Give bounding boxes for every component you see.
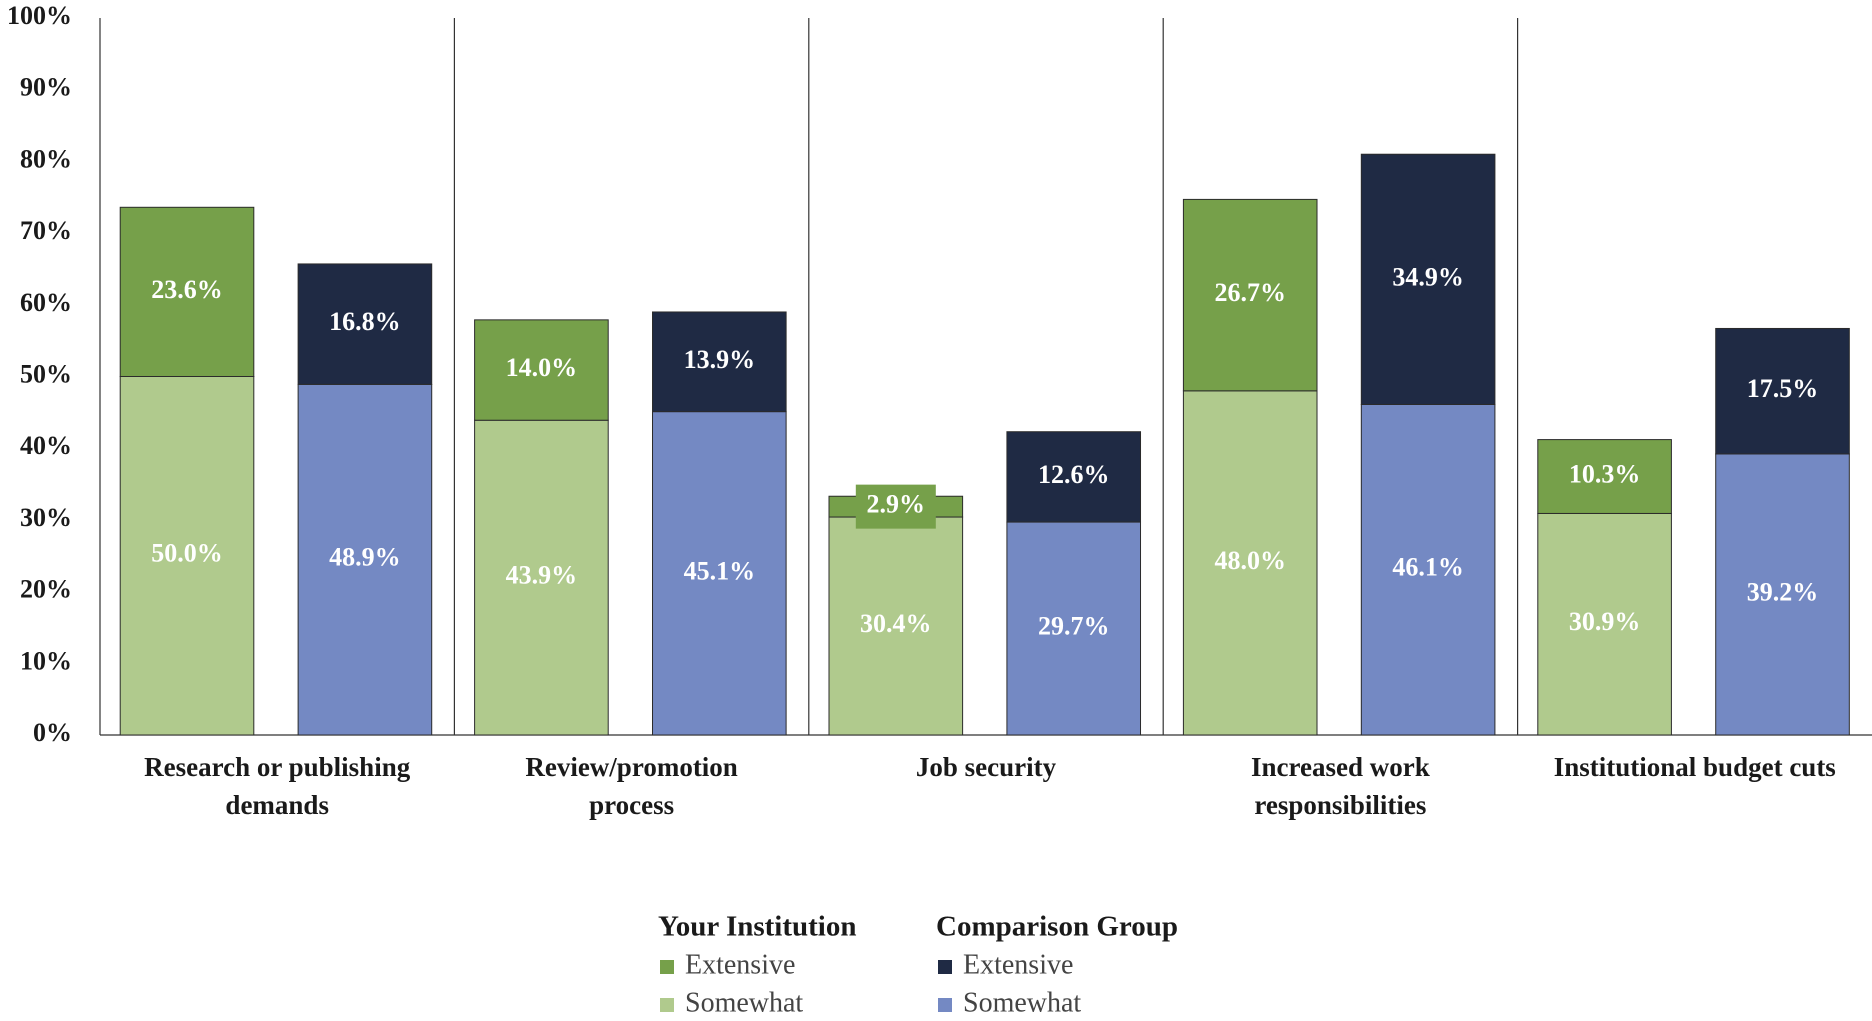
bar-segment — [119, 206, 255, 377]
y-tick-label: 50% — [20, 359, 72, 388]
y-tick-label: 30% — [20, 503, 72, 532]
bar-segment — [1537, 512, 1672, 736]
legend-header: Your Institution — [658, 911, 857, 943]
x-tick-label: Institutional budget cuts — [1554, 752, 1836, 782]
data-label: 46.1% — [1392, 553, 1464, 582]
legend-label: Extensive — [963, 949, 1073, 980]
label-background — [855, 484, 936, 529]
data-label: 43.9% — [506, 561, 578, 590]
legend-label: Extensive — [685, 949, 795, 980]
bar-segment — [1182, 390, 1318, 736]
data-label: 17.5% — [1747, 374, 1819, 403]
data-label: 12.6% — [1038, 460, 1110, 489]
legend-label: Somewhat — [963, 987, 1081, 1018]
bar-segment — [1006, 521, 1142, 736]
data-label: 39.2% — [1747, 577, 1819, 606]
x-tick-label: Increased work — [1251, 752, 1430, 782]
data-label: 29.7% — [1038, 611, 1110, 640]
bar-segment — [119, 376, 255, 736]
bar-segment — [1715, 453, 1850, 736]
bar-segment — [474, 419, 609, 736]
bar-segment — [297, 383, 433, 736]
data-label: 10.3% — [1569, 459, 1641, 488]
y-tick-label: 60% — [20, 288, 72, 317]
legend-swatch — [660, 960, 674, 974]
x-tick-label: demands — [225, 790, 329, 820]
bar-segment — [828, 516, 964, 736]
data-label: 23.6% — [151, 275, 223, 304]
y-tick-label: 80% — [20, 144, 72, 173]
data-label: 50.0% — [151, 539, 223, 568]
legend-swatch — [938, 960, 952, 974]
legend-label: Somewhat — [685, 987, 803, 1018]
legend-swatch — [938, 998, 952, 1012]
bar-segment — [652, 311, 787, 413]
bar-segment — [1715, 327, 1850, 455]
x-tick-label: Job security — [916, 752, 1057, 782]
data-label: 30.4% — [860, 609, 932, 638]
bar-segment — [652, 411, 787, 736]
bar-segment — [1537, 439, 1672, 514]
bar-segment — [474, 319, 609, 421]
data-label: 2.9% — [867, 490, 926, 519]
legend-swatch — [660, 998, 674, 1012]
bar-segment — [1006, 431, 1142, 523]
data-label: 48.0% — [1214, 546, 1286, 575]
data-label: 13.9% — [684, 345, 756, 374]
data-label: 45.1% — [684, 556, 756, 585]
bar-segment — [1360, 153, 1496, 405]
y-tick-label: 40% — [20, 431, 72, 460]
x-tick-label: process — [589, 790, 674, 820]
x-tick-label: Review/promotion — [525, 752, 737, 782]
data-label: 48.9% — [329, 543, 401, 572]
data-label: 14.0% — [506, 353, 578, 382]
y-tick-label: 70% — [20, 216, 72, 245]
data-label: 30.9% — [1569, 607, 1641, 636]
bar-segment — [1360, 403, 1496, 736]
x-tick-label: responsibilities — [1254, 790, 1426, 820]
y-tick-label: 20% — [20, 575, 72, 604]
y-tick-label: 0% — [33, 718, 72, 747]
x-tick-label: Research or publishing — [144, 752, 411, 782]
data-label: 16.8% — [329, 307, 401, 336]
y-tick-label: 90% — [20, 73, 72, 102]
y-tick-label: 10% — [20, 646, 72, 675]
data-label: 34.9% — [1392, 262, 1464, 291]
y-tick-label: 100% — [7, 1, 72, 30]
bar-segment — [297, 263, 433, 385]
bar-segment — [1182, 198, 1318, 392]
data-label: 26.7% — [1214, 278, 1286, 307]
legend-header: Comparison Group — [936, 911, 1178, 943]
